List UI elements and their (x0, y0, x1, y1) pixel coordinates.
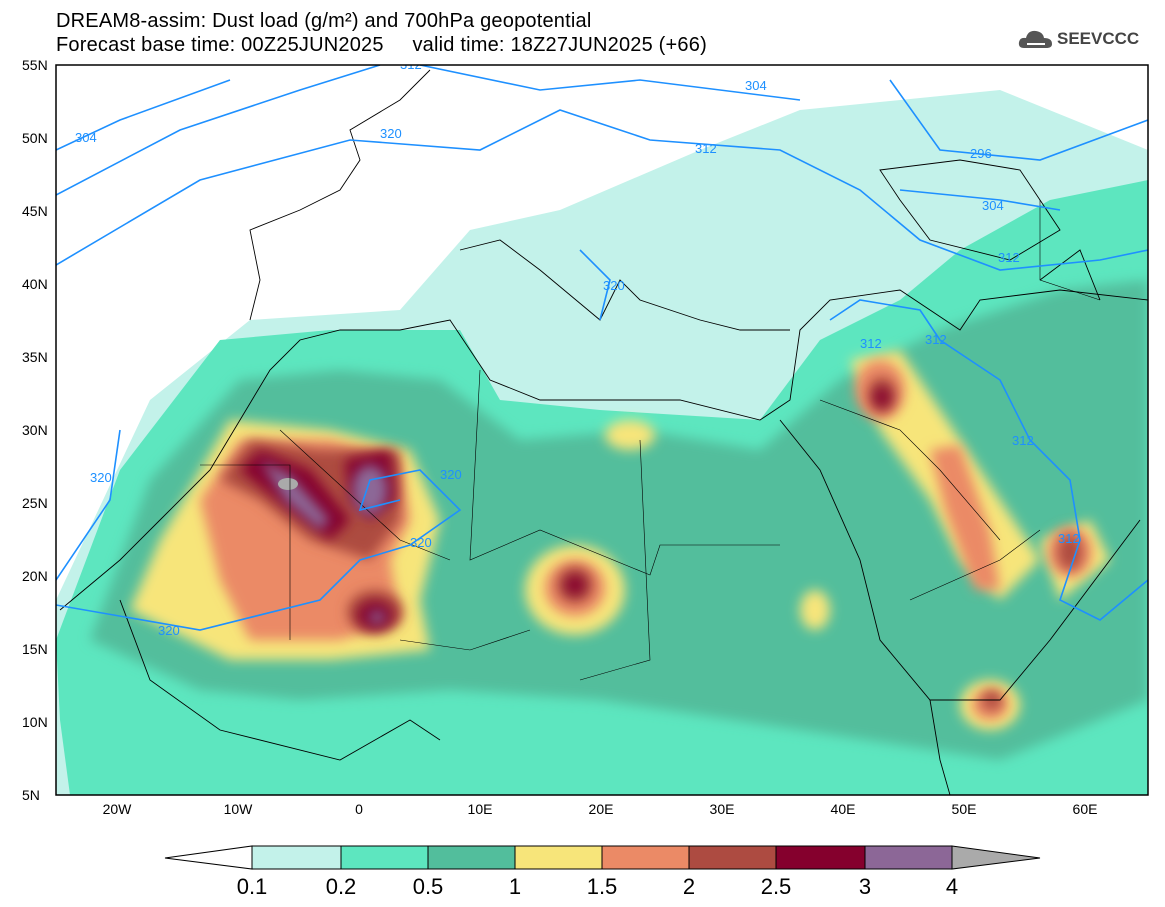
dust-field: 304 312 320 320 304 312 296 304 312 312 … (56, 57, 1148, 795)
svg-text:312: 312 (400, 57, 422, 72)
lat-label: 15N (22, 641, 48, 657)
svg-text:304: 304 (75, 130, 97, 145)
colorbar-tick: 4 (945, 874, 959, 899)
lat-label: 30N (22, 422, 48, 438)
map-title: DREAM8-assim: Dust load (g/m²) and 700hP… (56, 10, 592, 32)
cloud-icon (1018, 30, 1052, 48)
colorbar-tick: 0.1 (236, 874, 268, 899)
map-frame (55, 64, 1149, 796)
lat-label: 35N (22, 349, 48, 365)
svg-text:320: 320 (410, 535, 432, 550)
borders (200, 200, 1101, 681)
coastlines (59, 69, 1148, 795)
svg-text:296: 296 (970, 146, 992, 161)
lon-label: 10W (223, 801, 253, 817)
svg-text:320: 320 (440, 467, 462, 482)
colorbar-tick: 1 (508, 874, 522, 899)
lat-label: 10N (22, 714, 48, 730)
colorbar-tick: 2 (682, 874, 696, 899)
lat-label: 45N (22, 203, 48, 219)
lat-label: 25N (22, 495, 48, 511)
lat-label: 50N (22, 130, 48, 146)
svg-text:320: 320 (603, 278, 625, 293)
seevccc-logo: SEEVCCC (1018, 28, 1139, 50)
colorbar-tick: 0.5 (412, 874, 444, 899)
colorbar-tick: 2.5 (760, 874, 792, 899)
svg-text:320: 320 (380, 126, 402, 141)
colorbar (164, 845, 1041, 870)
lon-label: 30E (709, 801, 735, 817)
svg-text:304: 304 (745, 78, 767, 93)
contour-labels: 304 312 320 320 304 312 296 304 312 312 … (75, 57, 1080, 638)
lat-label: 5N (22, 787, 40, 803)
lon-label: 0 (355, 801, 363, 817)
colorbar-tick: 0.2 (325, 874, 357, 899)
svg-text:312: 312 (860, 336, 882, 351)
lon-label: 40E (830, 801, 856, 817)
lon-label: 20E (588, 801, 614, 817)
dust-level-4 (278, 478, 298, 490)
lon-label: 60E (1072, 801, 1098, 817)
svg-text:312: 312 (1012, 433, 1034, 448)
svg-text:320: 320 (158, 623, 180, 638)
svg-text:312: 312 (695, 141, 717, 156)
svg-text:304: 304 (982, 198, 1004, 213)
geopotential-contours (56, 65, 1148, 631)
colorbar-tick: 1.5 (586, 874, 618, 899)
lat-label: 40N (22, 276, 48, 292)
svg-text:312: 312 (998, 250, 1020, 265)
svg-text:312: 312 (925, 332, 947, 347)
lat-label: 20N (22, 568, 48, 584)
colorbar-tick: 3 (858, 874, 872, 899)
lon-label: 10E (467, 801, 493, 817)
lat-label: 55N (22, 57, 48, 73)
svg-text:312: 312 (1058, 531, 1080, 546)
forecast-times: Forecast base time: 00Z25JUN2025 valid t… (56, 34, 707, 56)
svg-text:320: 320 (90, 470, 112, 485)
lon-label: 50E (951, 801, 977, 817)
logo-text: SEEVCCC (1057, 29, 1140, 48)
lon-label: 20W (102, 801, 132, 817)
